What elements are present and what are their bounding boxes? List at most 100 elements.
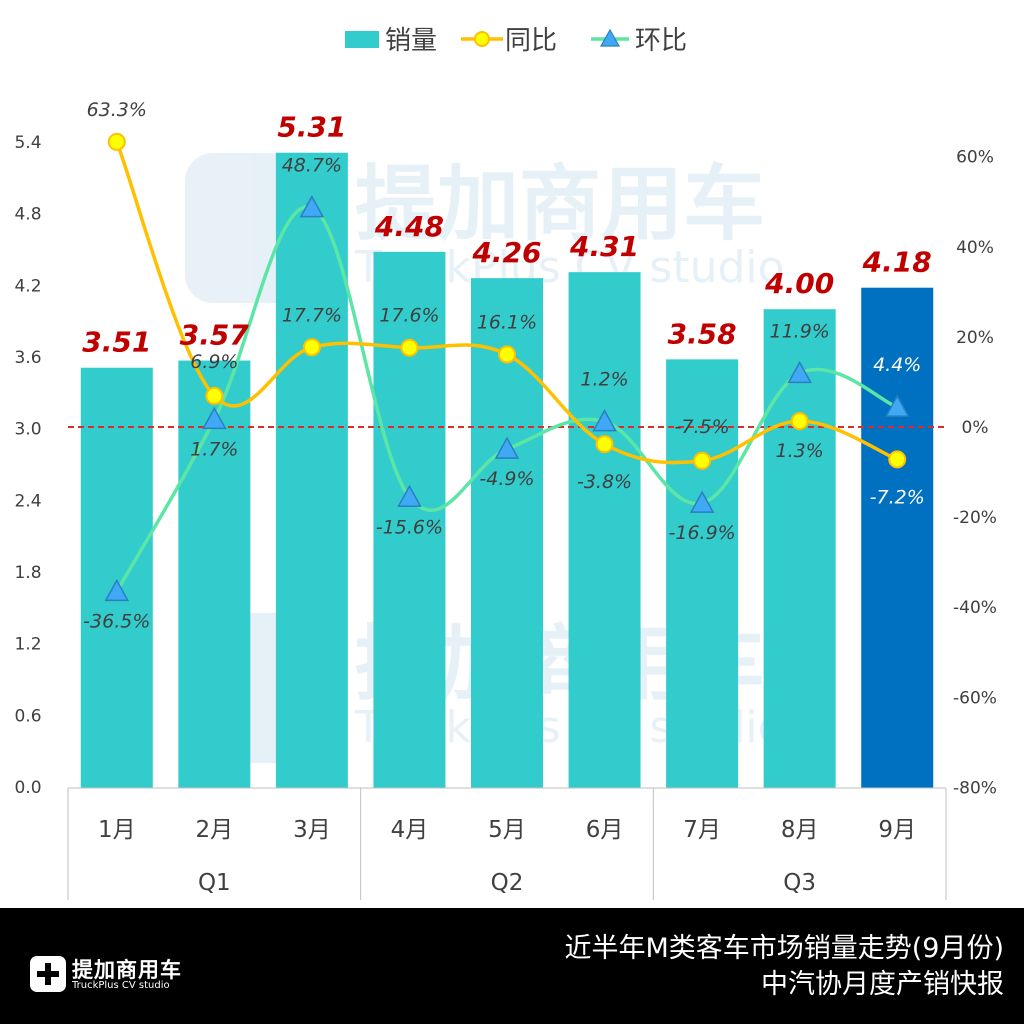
yoy-marker-2 xyxy=(205,386,224,405)
x-tick-4: 4月 xyxy=(391,817,429,843)
legend-label-3: 环比 xyxy=(635,26,687,56)
x-tick-7: 7月 xyxy=(683,817,721,843)
yoy-label-8: 1.3% xyxy=(776,440,824,462)
logo-name: 提加商用车 xyxy=(72,958,182,982)
yoy-marker-3 xyxy=(302,338,321,357)
bar-7 xyxy=(666,359,739,788)
logo-icon xyxy=(30,956,66,992)
yoy-marker-5 xyxy=(498,345,516,364)
yoy-label-6: -3.8% xyxy=(577,471,632,493)
yoy-label-1: 63.3% xyxy=(87,99,147,121)
mom-marker-4 xyxy=(397,484,422,508)
x-tick-8: 8月 xyxy=(781,817,819,843)
mom-marker-9 xyxy=(884,394,910,417)
y-left-tick: 4.2 xyxy=(14,276,41,296)
watermark-name: 提加商用车 xyxy=(355,157,765,252)
y-left-tick: 0.0 xyxy=(14,778,41,798)
x-tick-5: 5月 xyxy=(488,817,526,843)
yoy-marker-9 xyxy=(888,450,907,469)
mom-marker-3 xyxy=(299,195,325,218)
mom-label-6: 1.2% xyxy=(580,369,628,391)
logo-subtitle: TruckPlus CV studio xyxy=(72,980,170,991)
y-left-tick: 4.8 xyxy=(14,205,41,225)
x-tick-6: 6月 xyxy=(586,817,624,843)
x-tick-9: 9月 xyxy=(878,817,916,843)
bar-label-1: 3.51 xyxy=(82,326,151,359)
yoy-marker-1 xyxy=(107,132,126,151)
y-right-tick: 20% xyxy=(956,328,994,348)
mom-label-4: -15.6% xyxy=(376,516,443,538)
bar-label-3: 5.31 xyxy=(277,111,346,144)
mom-label-1: -36.5% xyxy=(83,610,150,632)
legend: 销量 同比 环比 xyxy=(345,26,687,56)
yoy-marker-4 xyxy=(400,338,419,357)
y-right-tick: 60% xyxy=(956,148,994,168)
bar-label-7: 3.58 xyxy=(668,317,737,350)
yoy-label-3: 17.7% xyxy=(282,304,342,326)
mom-marker-5 xyxy=(494,436,520,459)
y-left-tick: 3.6 xyxy=(14,348,41,368)
yoy-marker-6 xyxy=(595,435,614,454)
footer-title: 近半年M类客车市场销量走势(9月份) xyxy=(564,933,1004,964)
data-labels: 3.51 3.57 5.31 4.48 4.26 4.31 3.58 4.00 4.18 -36.… xyxy=(82,99,932,633)
yoy-label-5: 16.1% xyxy=(477,311,537,333)
legend-yoy-marker xyxy=(474,31,490,47)
bar-label-9: 4.18 xyxy=(862,246,932,279)
bar-2 xyxy=(178,360,251,788)
yoy-label-7: -7.5% xyxy=(675,416,730,438)
x-tick-2: 2月 xyxy=(196,817,234,843)
y-left-tick: 0.6 xyxy=(14,706,41,726)
mom-marker-2 xyxy=(202,406,227,430)
bars xyxy=(80,152,934,788)
lines xyxy=(104,132,910,602)
mom-label-3: 48.7% xyxy=(282,155,342,177)
yoy-label-9: -7.2% xyxy=(870,486,925,508)
group-label-3: Q3 xyxy=(783,870,816,896)
group-label-1: Q1 xyxy=(198,870,231,896)
legend-mom-marker xyxy=(599,28,621,47)
legend-label-2: 同比 xyxy=(505,26,557,56)
x-tick-1: 1月 xyxy=(98,817,136,843)
bar-label-4: 4.48 xyxy=(374,210,444,243)
mom-label-2: 1.7% xyxy=(190,438,238,460)
mom-label-8: 11.9% xyxy=(769,320,829,342)
bar-9 xyxy=(861,287,934,788)
mom-marker-6 xyxy=(592,409,617,432)
y-right-tick: -80% xyxy=(953,778,997,798)
bar-label-6: 4.31 xyxy=(569,230,639,263)
y-left-tick: 3.0 xyxy=(14,420,41,440)
group-label-2: Q2 xyxy=(491,870,524,896)
bar-6 xyxy=(568,272,641,788)
y-right-tick: -40% xyxy=(953,598,997,618)
yoy-label-4: 17.6% xyxy=(379,305,439,327)
bar-label-5: 4.26 xyxy=(471,236,541,269)
legend-bar-swatch xyxy=(345,31,379,48)
bar-3 xyxy=(275,152,348,788)
mom-marker-1 xyxy=(104,578,130,602)
mom-label-5: -4.9% xyxy=(479,468,534,490)
bar-1 xyxy=(80,367,153,788)
yoy-label-2: 6.9% xyxy=(190,351,238,373)
footer: 近半年M类客车市场销量走势(9月份) 中汽协月度产销快报 xyxy=(0,908,1024,1024)
mom-label-7: -16.9% xyxy=(669,522,736,544)
bar-8 xyxy=(763,309,836,788)
mom-marker-8 xyxy=(787,360,812,384)
y-right-tick: 40% xyxy=(956,238,994,258)
mom-marker-7 xyxy=(689,490,715,513)
yoy-marker-8 xyxy=(790,412,809,431)
y-left-tick: 5.4 xyxy=(14,133,41,153)
y-right-tick: 0% xyxy=(962,418,989,438)
footer-subtitle: 中汽协月度产销快报 xyxy=(761,969,1004,1000)
bar-label-8: 4.00 xyxy=(764,267,834,300)
y-left-tick: 1.2 xyxy=(14,635,41,655)
y-left-tick: 1.8 xyxy=(14,563,41,583)
axes: 0.0 0.6 1.2 1.8 2.4 3.0 3.6 4.2 4.8 5.4 -80% -60% -4… xyxy=(14,133,997,900)
bar-label-2: 3.57 xyxy=(180,319,250,352)
y-right-tick: -60% xyxy=(953,688,997,708)
x-tick-3: 3月 xyxy=(293,817,331,843)
y-left-tick: 2.4 xyxy=(14,491,41,511)
legend-label-1: 销量 xyxy=(385,26,437,56)
yoy-marker-7 xyxy=(693,451,712,470)
y-right-tick: -20% xyxy=(953,508,997,528)
